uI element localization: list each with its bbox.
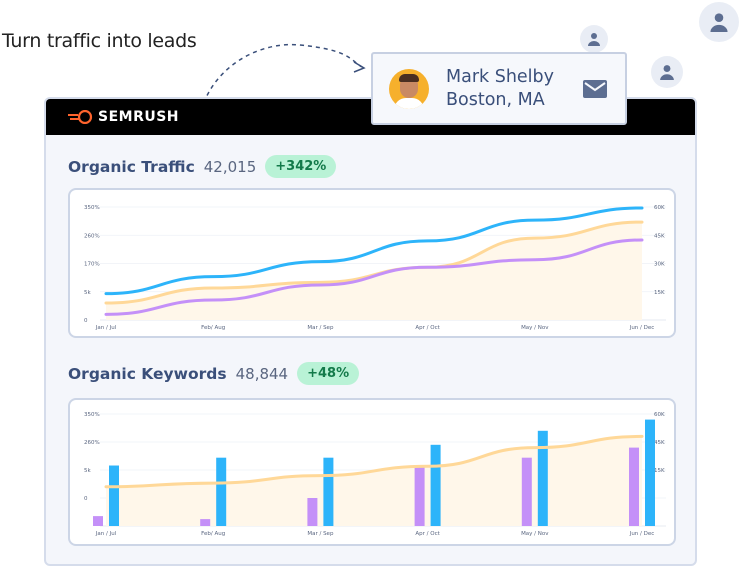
user-avatar-icon [580,25,608,53]
bar-purple [93,516,103,526]
mail-icon[interactable] [583,79,607,98]
traffic-chart-panel: 350% 260% 170% 5k 0 60K 45K 30K 15K Jan / Jul Feb/… [68,188,676,338]
right-tick-label: 45K [654,233,665,239]
keywords-chart-panel: 350% 260% 5k 0 60K 45K 15K Jan / Jul Feb/ Aug Mar… [68,398,676,546]
traffic-value: 42,015 [203,157,257,176]
x-tick-label: Mar / Sep [307,325,334,331]
traffic-chart: 350% 260% 170% 5k 0 60K 45K 30K 15K Jan / Jul Feb/… [84,205,666,331]
x-tick-label: Jun / Dec [629,325,655,331]
right-tick-label: 60K [654,205,665,211]
x-tick-label: Mar / Sep [307,531,334,537]
area-fill [106,222,642,320]
line-purple [104,238,644,316]
lead-card[interactable]: Mark Shelby Boston, MA [371,52,627,125]
bar-purple [307,498,318,526]
keywords-change-badge: +48% [297,362,360,385]
left-tick-label: 260% [84,233,100,239]
bar-purple [414,465,425,526]
left-tick-label: 350% [84,205,100,211]
right-tick-label: 15K [654,290,665,296]
left-tick-label: 5k [84,468,91,474]
keywords-header: Organic Keywords 48,844 +48% [68,362,360,385]
left-tick-label: 0 [84,496,88,502]
left-tick-label: 170% [84,262,100,268]
bar-blue [537,430,548,526]
semrush-logo-icon [68,110,93,124]
dashboard-card: SEMRUSH Organic Traffic 42,015 +342% 350… [44,97,697,566]
x-tick-label: Apr / Oct [415,531,440,537]
bar-blue [645,419,655,526]
traffic-title: Organic Traffic [68,157,195,176]
right-tick-label: 60K [654,412,665,418]
line-orange [104,434,644,489]
left-tick-label: 350% [84,412,100,418]
lead-avatar [389,68,429,109]
area-fill [106,436,642,526]
user-avatar-icon [651,56,683,88]
bar-blue [216,457,227,526]
bar-purple [629,447,639,526]
bar-purple [200,519,211,526]
x-tick-label: May / Nov [521,531,549,537]
x-tick-label: Apr / Oct [415,325,440,331]
left-tick-label: 260% [84,440,100,446]
x-tick-label: Jan / Jul [95,531,117,537]
right-tick-label: 15K [654,468,665,474]
x-tick-label: Feb/ Aug [201,531,225,537]
x-tick-label: Jan / Jul [95,325,117,331]
brand-name: SEMRUSH [98,109,180,125]
bar-blue [109,465,119,526]
lead-name: Mark Shelby [446,66,555,87]
keywords-chart: 350% 260% 5k 0 60K 45K 15K Jan / Jul Feb/ Aug Mar… [84,412,666,537]
bar-blue [430,444,441,526]
user-avatar-icon [699,2,739,42]
line-blue [104,206,644,296]
left-tick-label: 5k [84,290,91,296]
traffic-header: Organic Traffic 42,015 +342% [68,155,337,178]
traffic-change-badge: +342% [265,155,337,178]
right-tick-label: 30K [654,262,665,268]
lead-location: Boston, MA [446,89,545,110]
x-tick-label: Jun / Dec [629,531,655,537]
x-tick-label: May / Nov [521,325,549,331]
keywords-value: 48,844 [235,364,289,383]
left-tick-label: 0 [84,318,88,324]
keywords-title: Organic Keywords [68,364,227,383]
bar-blue [323,457,334,526]
x-tick-label: Feb/ Aug [201,325,225,331]
tagline: Turn traffic into leads [2,30,197,52]
right-tick-label: 45K [654,440,665,446]
bar-purple [521,457,532,526]
